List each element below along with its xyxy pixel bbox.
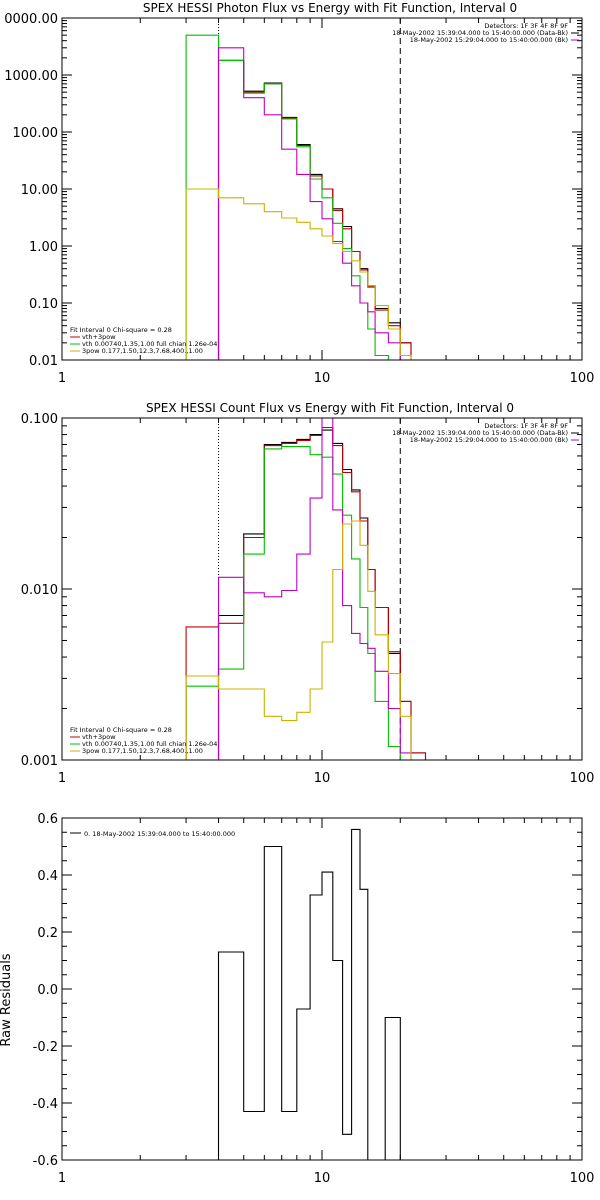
x-tick-label: 100 [570, 771, 595, 786]
y-tick-label: 0.4 [37, 869, 58, 884]
series-step-line-3 [217, 47, 401, 360]
y-tick-label: 0.10 [29, 297, 58, 312]
series-step-line-4 [185, 520, 426, 760]
count-flux-detector-legend: Detectors: 1F 3F 4F 8F 9F 18-May-2002 15… [392, 422, 579, 444]
bk-interval: 18-May-2002 15:29:04.000 to 15:40:00.000… [410, 36, 568, 44]
photon-flux-series [185, 34, 412, 360]
count-flux-fit-info: Fit Interval 0 Chi-square = 0.28 vth+3po… [70, 726, 217, 755]
series-step-line-0 [217, 59, 412, 360]
fit-chi-square: Fit Interval 0 Chi-square = 0.28 [70, 326, 172, 334]
y-tick-label: 0.0 [37, 983, 58, 998]
detectors-label: Detectors: 1F 3F 4F 8F 9F [484, 22, 568, 30]
photon-flux-detector-legend: Detectors: 1F 3F 4F 8F 9F 18-May-2002 15… [392, 22, 579, 44]
photon-flux-plot: SPEX HESSI Photon Flux vs Energy with Fi… [4, 1, 594, 386]
photon-flux-title: SPEX HESSI Photon Flux vs Energy with Fi… [143, 1, 517, 15]
y-tick-label: 1000.00 [4, 69, 58, 84]
count-flux-frame [61, 417, 583, 761]
y-tick-label: -0.2 [33, 1040, 58, 1055]
photon-flux-ticks: 1 10 100 0.01 0.10 1.00 10.00 100.00 1000.00 0000… [4, 12, 594, 386]
series-step-line-1 [217, 59, 412, 360]
x-tick-label: 10 [314, 371, 331, 386]
x-tick-label: 10 [314, 1171, 331, 1186]
series-step-line-0 [217, 828, 401, 1160]
data-bk-interval: 18-May-2002 15:39:04.000 to 15:40:00.000… [392, 29, 568, 37]
y-tick-label: 0.010 [21, 583, 58, 598]
series-step-line-2 [185, 34, 389, 360]
x-tick-label: 100 [570, 371, 595, 386]
photon-flux-reference-lines [218, 18, 401, 360]
residuals-plot: Raw Residuals 1 10 100 -0.6 -0.4 -0.2 0.0 0.2 0.… [0, 812, 594, 1186]
y-tick-label: 10.00 [21, 183, 58, 198]
photon-flux-fit-info: Fit Interval 0 Chi-square = 0.28 vth+3po… [70, 326, 217, 355]
residuals-ticks: 1 10 100 -0.6 -0.4 -0.2 0.0 0.2 0.4 0.6 [33, 812, 595, 1186]
bk-interval: 18-May-2002 15:29:04.000 to 15:40:00.000… [410, 436, 568, 444]
y-tick-label: 0.6 [37, 812, 58, 827]
residuals-frame [61, 817, 583, 1161]
count-flux-series [185, 418, 427, 760]
series-step-line-4 [185, 188, 412, 360]
residuals-y-label: Raw Residuals [0, 953, 14, 1046]
fit-model-total: vth+3pow [82, 333, 116, 341]
y-tick-label: 0.01 [29, 354, 58, 369]
fit-model-vth: vth 0.00740,1.35,1.00 full chian 1.26e-0… [82, 740, 217, 748]
x-tick-label: 1 [58, 371, 66, 386]
fit-model-3pow: 3pow 0.177,1.50,12.3,7.68,400.,1.00 [82, 347, 203, 355]
y-tick-label: 0.001 [21, 754, 58, 769]
y-tick-label: 0.100 [21, 412, 58, 427]
x-tick-label: 1 [58, 771, 66, 786]
fit-model-3pow: 3pow 0.177,1.50,12.3,7.68,400.,1.00 [82, 747, 203, 755]
count-flux-reference-lines [218, 418, 401, 760]
count-flux-plot: SPEX HESSI Count Flux vs Energy with Fit… [21, 401, 595, 786]
residuals-legend: 0. 18-May-2002 15:39:04.000 to 15:40:00.… [70, 830, 235, 838]
x-tick-label: 10 [314, 771, 331, 786]
y-tick-label: 0000.00 [4, 12, 58, 27]
y-tick-label: -0.4 [33, 1097, 58, 1112]
photon-flux-frame [61, 17, 583, 361]
fit-model-vth: vth 0.00740,1.35,1.00 full chian 1.26e-0… [82, 340, 217, 348]
detectors-label: Detectors: 1F 3F 4F 8F 9F [484, 422, 568, 430]
residual-interval-label: 0. 18-May-2002 15:39:04.000 to 15:40:00.… [84, 830, 235, 838]
y-tick-label: 100.00 [13, 126, 59, 141]
residuals-series [217, 828, 401, 1160]
count-flux-title: SPEX HESSI Count Flux vs Energy with Fit… [146, 401, 514, 415]
x-tick-label: 100 [570, 1171, 595, 1186]
x-tick-label: 1 [58, 1171, 66, 1186]
series-step-line-3 [217, 418, 412, 760]
series-step-line-1 [185, 426, 427, 760]
data-bk-interval: 18-May-2002 15:39:04.000 to 15:40:00.000… [392, 429, 568, 437]
y-tick-label: -0.6 [33, 1154, 58, 1169]
fit-model-total: vth+3pow [82, 733, 116, 741]
y-tick-label: 0.2 [37, 926, 58, 941]
y-tick-label: 1.00 [29, 240, 58, 255]
fit-chi-square: Fit Interval 0 Chi-square = 0.28 [70, 726, 172, 734]
